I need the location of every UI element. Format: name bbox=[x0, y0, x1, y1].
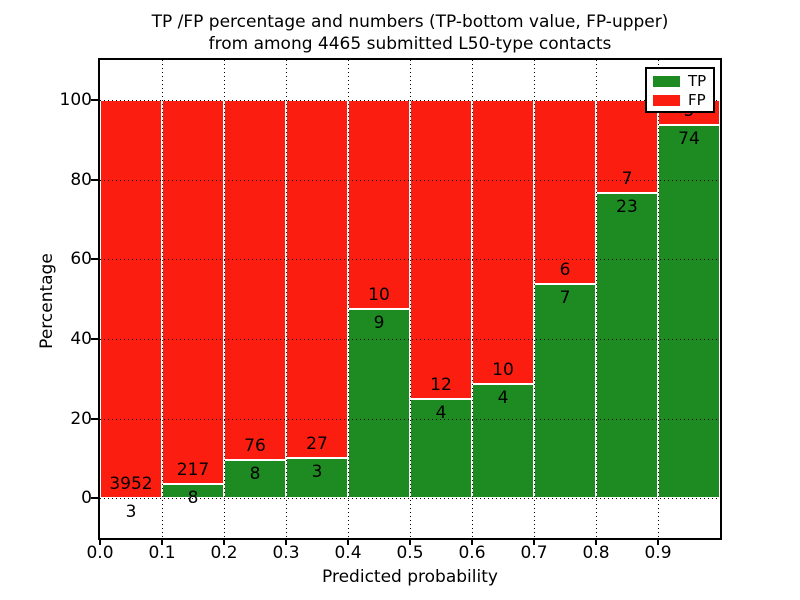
legend-swatch-fp bbox=[653, 95, 680, 106]
bar-segment-fp bbox=[100, 99, 162, 498]
x-tick-mark bbox=[285, 538, 287, 545]
bar-segment-fp bbox=[286, 99, 348, 459]
legend-label-tp: TP bbox=[688, 72, 707, 90]
gridline-horizontal bbox=[100, 338, 720, 340]
y-tick-mark bbox=[91, 497, 98, 500]
gridline-horizontal bbox=[100, 259, 720, 261]
gridline-horizontal bbox=[100, 99, 720, 101]
tp-count-label: 3 bbox=[125, 501, 137, 522]
gridline-vertical bbox=[472, 60, 473, 538]
bar-segment-tp bbox=[658, 125, 720, 499]
tp-count-label: 74 bbox=[678, 129, 700, 150]
bar-segment-fp bbox=[162, 99, 224, 484]
fp-count-label: 10 bbox=[492, 360, 514, 381]
legend: TP FP bbox=[645, 67, 715, 113]
x-tick-mark bbox=[595, 538, 597, 545]
fp-count-label: 6 bbox=[559, 259, 571, 280]
x-tick-mark bbox=[657, 538, 659, 545]
x-tick-label: 0.3 bbox=[272, 543, 300, 563]
gridline-horizontal bbox=[100, 179, 720, 181]
x-tick-mark bbox=[99, 538, 101, 545]
y-tick-label: 60 bbox=[70, 249, 92, 270]
chart-title-line-2: from among 4465 submitted L50-type conta… bbox=[208, 34, 612, 54]
x-tick-mark bbox=[471, 538, 473, 545]
gridline-vertical bbox=[410, 60, 411, 538]
bar-segment-tp bbox=[348, 309, 410, 499]
y-tick-label: 80 bbox=[70, 169, 92, 190]
fp-count-label: 10 bbox=[368, 285, 390, 306]
legend-swatch-tp bbox=[653, 76, 680, 87]
gridline-horizontal bbox=[100, 498, 720, 500]
fp-count-label: 27 bbox=[306, 434, 328, 455]
x-tick-label: 0.2 bbox=[210, 543, 238, 563]
x-tick-mark bbox=[161, 538, 163, 545]
tp-count-label: 7 bbox=[559, 287, 571, 308]
x-tick-mark bbox=[223, 538, 225, 545]
y-tick-mark bbox=[91, 417, 98, 420]
legend-label-fp: FP bbox=[688, 91, 706, 109]
x-tick-label: 0.5 bbox=[396, 543, 424, 563]
gridline-vertical bbox=[224, 60, 225, 538]
y-tick-label: 40 bbox=[70, 328, 92, 349]
x-axis-label: Predicted probability bbox=[322, 567, 498, 587]
x-tick-label: 0.7 bbox=[520, 543, 548, 563]
fp-count-label: 12 bbox=[430, 374, 452, 395]
bar-segment-fp bbox=[410, 99, 472, 399]
x-tick-mark bbox=[533, 538, 535, 545]
tp-count-label: 4 bbox=[435, 402, 447, 423]
y-axis-label: Percentage bbox=[37, 253, 57, 349]
x-tick-label: 0.1 bbox=[148, 543, 176, 563]
x-tick-mark bbox=[347, 538, 349, 545]
fp-count-label: 76 bbox=[244, 436, 266, 457]
fp-count-label: 7 bbox=[621, 168, 633, 189]
x-tick-label: 0.8 bbox=[582, 543, 610, 563]
x-tick-label: 0.4 bbox=[334, 543, 362, 563]
y-tick-mark bbox=[91, 98, 98, 101]
gridline-vertical bbox=[348, 60, 349, 538]
gridline-vertical bbox=[658, 60, 659, 538]
gridline-horizontal bbox=[100, 418, 720, 420]
tp-count-label: 4 bbox=[497, 388, 509, 409]
tp-count-label: 8 bbox=[249, 464, 261, 485]
bar-segment-tp bbox=[224, 460, 286, 499]
chart-title-line-1: TP /FP percentage and numbers (TP-bottom… bbox=[151, 12, 669, 32]
gridline-vertical bbox=[162, 60, 163, 538]
y-tick-mark bbox=[91, 337, 98, 340]
bar-segment-fp bbox=[472, 99, 534, 385]
bar-segment-tp bbox=[596, 192, 658, 499]
y-tick-label: 100 bbox=[59, 89, 92, 110]
bar-segment-fp bbox=[534, 99, 596, 284]
bar-segment-fp bbox=[224, 99, 286, 461]
x-tick-label: 0.9 bbox=[644, 543, 672, 563]
y-tick-label: 20 bbox=[70, 408, 92, 429]
legend-entry-fp: FP bbox=[647, 91, 713, 110]
gridline-vertical bbox=[534, 60, 535, 538]
legend-entry-tp: TP bbox=[647, 72, 713, 91]
x-tick-label: 0.6 bbox=[458, 543, 486, 563]
chart-title: TP /FP percentage and numbers (TP-bottom… bbox=[100, 11, 720, 55]
bar-segment-tp bbox=[534, 283, 596, 499]
tp-count-label: 8 bbox=[187, 488, 199, 508]
bar-segment-fp bbox=[348, 99, 410, 310]
y-tick-mark bbox=[91, 178, 98, 181]
plot-area: 39523217876827310912410467723574 bbox=[98, 58, 722, 540]
bar-segment-tp bbox=[286, 458, 348, 499]
tp-count-label: 23 bbox=[616, 196, 638, 217]
tp-count-label: 3 bbox=[311, 462, 323, 483]
gridline-vertical bbox=[286, 60, 287, 538]
fp-count-label: 217 bbox=[176, 460, 210, 480]
x-tick-label: 0.0 bbox=[86, 543, 114, 563]
gridline-vertical bbox=[596, 60, 597, 538]
fp-count-label: 3952 bbox=[109, 473, 153, 494]
x-tick-mark bbox=[409, 538, 411, 545]
y-tick-mark bbox=[91, 258, 98, 261]
tp-count-label: 9 bbox=[373, 313, 385, 334]
y-tick-label: 0 bbox=[81, 488, 92, 509]
